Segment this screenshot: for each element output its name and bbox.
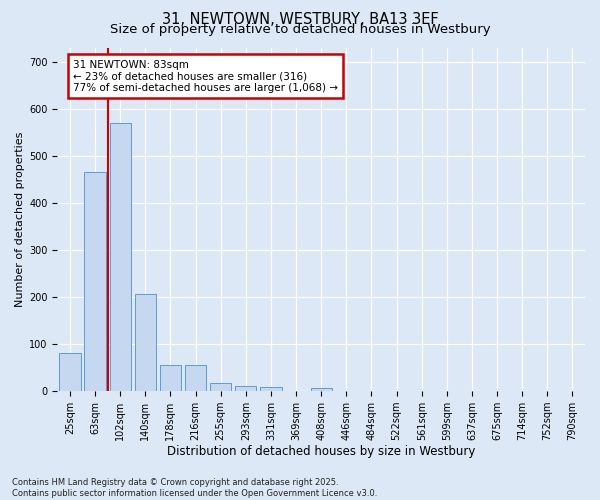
X-axis label: Distribution of detached houses by size in Westbury: Distribution of detached houses by size … xyxy=(167,444,475,458)
Text: Contains HM Land Registry data © Crown copyright and database right 2025.
Contai: Contains HM Land Registry data © Crown c… xyxy=(12,478,377,498)
Bar xyxy=(260,388,281,391)
Text: 31, NEWTOWN, WESTBURY, BA13 3EF: 31, NEWTOWN, WESTBURY, BA13 3EF xyxy=(161,12,439,28)
Text: Size of property relative to detached houses in Westbury: Size of property relative to detached ho… xyxy=(110,22,490,36)
Text: 31 NEWTOWN: 83sqm
← 23% of detached houses are smaller (316)
77% of semi-detache: 31 NEWTOWN: 83sqm ← 23% of detached hous… xyxy=(73,60,338,92)
Bar xyxy=(160,365,181,391)
Bar xyxy=(235,386,256,391)
Bar xyxy=(110,123,131,391)
Bar xyxy=(210,382,232,391)
Bar xyxy=(185,365,206,391)
Bar xyxy=(59,354,80,391)
Bar xyxy=(311,388,332,391)
Bar xyxy=(85,172,106,391)
Y-axis label: Number of detached properties: Number of detached properties xyxy=(15,132,25,307)
Bar xyxy=(134,294,156,391)
